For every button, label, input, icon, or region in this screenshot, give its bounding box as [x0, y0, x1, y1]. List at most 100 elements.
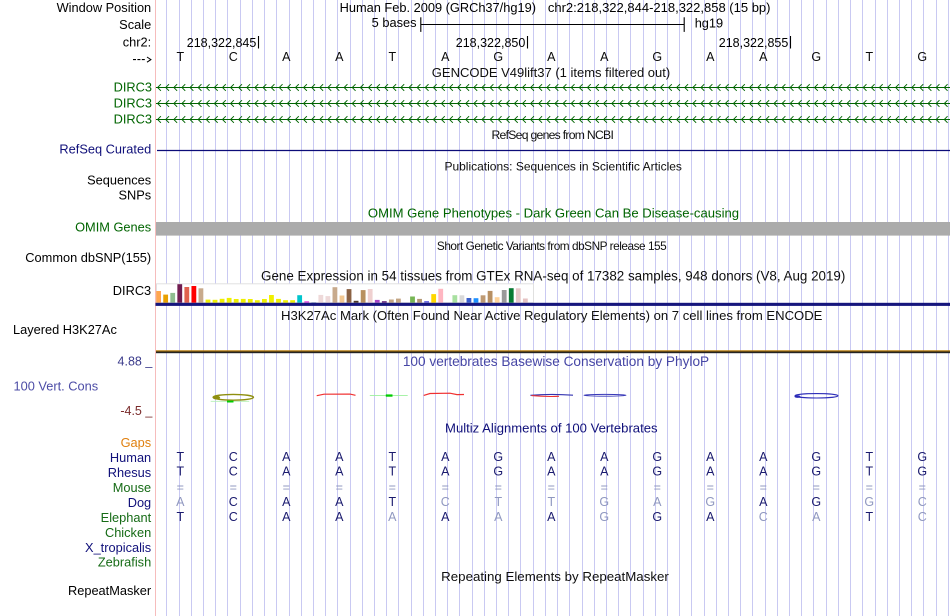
- svg-text:Gene Expression in 54 tissues: Gene Expression in 54 tissues from GTEx …: [261, 268, 845, 283]
- svg-text:A: A: [388, 510, 397, 524]
- svg-text:A: A: [547, 450, 556, 464]
- svg-text:G: G: [652, 450, 662, 464]
- svg-text:A: A: [335, 510, 344, 524]
- svg-text:=: =: [389, 481, 396, 495]
- svg-text:4.88 _: 4.88 _: [118, 355, 154, 369]
- svg-text:C: C: [229, 510, 238, 524]
- svg-text:Scale: Scale: [119, 17, 151, 32]
- svg-text:G: G: [811, 495, 821, 509]
- svg-text:=: =: [230, 481, 237, 495]
- svg-text:A: A: [653, 495, 662, 509]
- svg-text:DIRC3: DIRC3: [114, 112, 152, 127]
- svg-text:A: A: [282, 50, 291, 64]
- svg-text:=: =: [919, 481, 926, 495]
- svg-text:T: T: [388, 50, 396, 64]
- svg-text:C: C: [229, 450, 238, 464]
- svg-text:A: A: [706, 50, 715, 64]
- svg-text:218,322,850: 218,322,850: [456, 36, 526, 50]
- svg-text:=: =: [336, 481, 343, 495]
- svg-text:G: G: [811, 50, 821, 64]
- svg-text:SNPs: SNPs: [118, 187, 151, 202]
- svg-text:=: =: [707, 481, 714, 495]
- svg-text:Repeating Elements by RepeatMa: Repeating Elements by RepeatMasker: [441, 569, 669, 584]
- svg-text:T: T: [865, 450, 873, 464]
- svg-text:OMIM Genes: OMIM Genes: [75, 220, 151, 235]
- svg-text:Human Feb. 2009 (GRCh37/hg19): Human Feb. 2009 (GRCh37/hg19): [340, 0, 536, 15]
- svg-text:T: T: [388, 495, 396, 509]
- svg-text:C: C: [229, 465, 238, 479]
- svg-text:=: =: [548, 481, 555, 495]
- svg-text:A: A: [282, 510, 291, 524]
- svg-text:C: C: [759, 510, 768, 524]
- svg-text:T: T: [494, 495, 502, 509]
- svg-text:=: =: [177, 481, 184, 495]
- svg-text:G: G: [811, 450, 821, 464]
- svg-text:DIRC3: DIRC3: [114, 80, 152, 95]
- svg-text:T: T: [176, 50, 184, 64]
- svg-text:Publications: Sequences in Sci: Publications: Sequences in Scientific Ar…: [444, 159, 681, 173]
- svg-text:Rhesus: Rhesus: [108, 465, 151, 480]
- svg-text:=: =: [813, 481, 820, 495]
- svg-text:T: T: [176, 510, 184, 524]
- svg-text:Human: Human: [110, 450, 151, 465]
- svg-text:Elephant: Elephant: [101, 510, 152, 525]
- svg-text:A: A: [441, 450, 450, 464]
- svg-text:G: G: [493, 450, 503, 464]
- svg-text:G: G: [652, 465, 662, 479]
- svg-text:Mouse: Mouse: [113, 480, 151, 495]
- svg-text:100 Vert. Cons: 100 Vert. Cons: [14, 379, 99, 394]
- svg-text:A: A: [282, 495, 291, 509]
- svg-text:A: A: [335, 495, 344, 509]
- svg-text:A: A: [600, 465, 609, 479]
- svg-text:A: A: [759, 50, 768, 64]
- svg-text:chr2:218,322,844-218,322,858 (: chr2:218,322,844-218,322,858 (15 bp): [548, 0, 771, 15]
- svg-text:100 vertebrates Basewise Conse: 100 vertebrates Basewise Conservation by…: [403, 354, 709, 369]
- svg-text:Gaps: Gaps: [121, 435, 152, 450]
- svg-text:G: G: [652, 510, 662, 524]
- svg-text:A: A: [706, 450, 715, 464]
- svg-text:T: T: [865, 465, 873, 479]
- svg-text:G: G: [652, 50, 662, 64]
- svg-text:OMIM Gene Phenotypes - Dark Gr: OMIM Gene Phenotypes - Dark Green Can Be…: [368, 206, 739, 221]
- svg-text:T: T: [388, 450, 396, 464]
- svg-text:T: T: [547, 495, 555, 509]
- svg-text:A: A: [812, 510, 821, 524]
- svg-text:X_tropicalis: X_tropicalis: [85, 540, 151, 555]
- svg-text:218,322,855: 218,322,855: [719, 36, 789, 50]
- svg-text:A: A: [176, 495, 185, 509]
- svg-text:G: G: [493, 465, 503, 479]
- svg-text:5 bases: 5 bases: [372, 15, 417, 30]
- svg-text:A: A: [335, 50, 344, 64]
- svg-text:RefSeq Curated: RefSeq Curated: [59, 142, 151, 157]
- svg-text:Chicken: Chicken: [105, 525, 151, 540]
- svg-text:=: =: [760, 481, 767, 495]
- svg-text:A: A: [759, 495, 768, 509]
- svg-text:=: =: [495, 481, 502, 495]
- svg-text:A: A: [759, 465, 768, 479]
- svg-text:chr2:: chr2:: [123, 35, 151, 50]
- svg-text:Layered H3K27Ac: Layered H3K27Ac: [13, 322, 117, 337]
- svg-text:Sequences: Sequences: [87, 173, 151, 188]
- svg-text:G: G: [705, 495, 715, 509]
- svg-text:-4.5 _: -4.5 _: [120, 404, 153, 418]
- svg-text:C: C: [441, 495, 450, 509]
- svg-text:A: A: [600, 450, 609, 464]
- svg-text:T: T: [176, 450, 184, 464]
- svg-text:A: A: [600, 50, 609, 64]
- svg-text:G: G: [811, 465, 821, 479]
- svg-text:=: =: [601, 481, 608, 495]
- svg-text:A: A: [547, 465, 556, 479]
- svg-text:DIRC3: DIRC3: [113, 283, 151, 298]
- svg-text:C: C: [918, 510, 927, 524]
- svg-text:=: =: [866, 481, 873, 495]
- svg-text:G: G: [864, 495, 874, 509]
- svg-text:C: C: [229, 50, 238, 64]
- svg-text:G: G: [917, 50, 927, 64]
- svg-text:A: A: [759, 450, 768, 464]
- svg-text:=: =: [283, 481, 290, 495]
- svg-text:GENCODE V49lift37 (1 items fil: GENCODE V49lift37 (1 items filtered out): [432, 65, 670, 80]
- svg-text:C: C: [918, 495, 927, 509]
- svg-text:Dog: Dog: [128, 495, 151, 510]
- svg-text:G: G: [917, 450, 927, 464]
- svg-text:C: C: [229, 495, 238, 509]
